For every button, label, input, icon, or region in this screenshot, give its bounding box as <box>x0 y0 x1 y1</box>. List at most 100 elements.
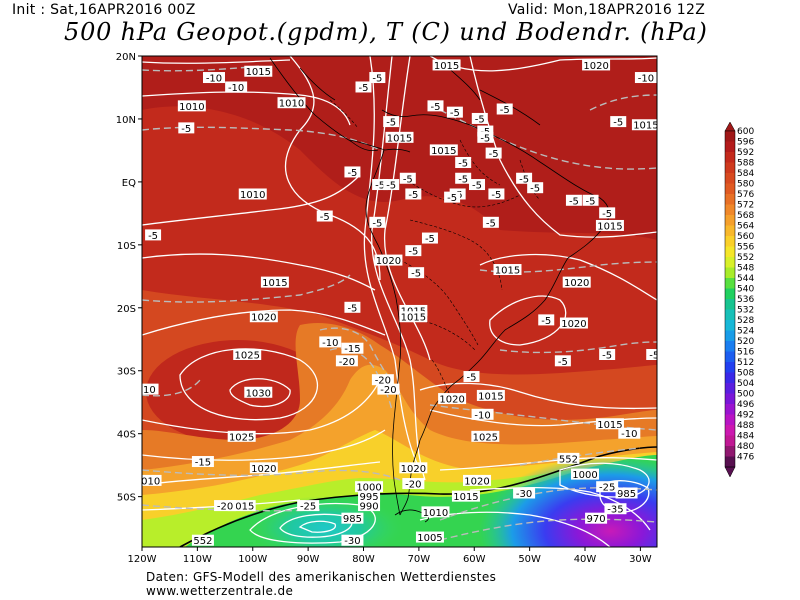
temperature-label-text: -10 <box>139 385 155 396</box>
pressure-label-text: 1015 <box>478 391 503 402</box>
colorbar-label: 552 <box>737 253 754 263</box>
pressure-label: 1000 <box>355 481 384 494</box>
pressure-label-text: 1000 <box>356 483 381 494</box>
pressure-label-text: 985 <box>343 514 362 525</box>
pressure-label: 1020 <box>374 254 403 267</box>
pressure-label: 1010 <box>277 97 306 110</box>
pressure-label-text: 1015 <box>597 420 622 431</box>
latitude-axis: 20N 10N EQ 10S 20S 30S 40S 50S <box>116 52 142 504</box>
temperature-label: -5 <box>610 116 627 129</box>
pressure-label-text: 990 <box>359 502 378 513</box>
temperature-label: -20 <box>214 500 237 513</box>
temperature-label-text: -5 <box>375 181 385 192</box>
pressure-label: 1020 <box>249 311 278 324</box>
colorbar-swatch <box>725 183 735 195</box>
colorbar-label: 600 <box>737 127 754 137</box>
temperature-label-text: -25 <box>599 483 615 494</box>
temperature-label: -35 <box>604 503 627 516</box>
temperature-label-text: -20 <box>339 357 355 368</box>
colorbar-label: 588 <box>737 159 754 169</box>
lon-tick-label: 100W <box>238 554 267 565</box>
temperature-label-text: -30 <box>516 489 532 500</box>
colorbar-label: 488 <box>737 421 754 431</box>
temperature-label: -5 <box>554 355 571 368</box>
pressure-label: 985 <box>341 512 364 525</box>
pressure-label-text: 1030 <box>246 388 271 399</box>
temperature-label: -5 <box>582 194 599 207</box>
pressure-label: 1015 <box>476 389 505 402</box>
temperature-label-text: -5 <box>602 351 612 362</box>
pressure-label: 1010 <box>135 474 162 487</box>
pressure-label: 1020 <box>559 317 588 330</box>
pressure-label: 1010 <box>421 506 450 519</box>
colorbar-swatch <box>725 173 735 184</box>
colorbar-swatch <box>725 372 735 384</box>
website-link[interactable]: www.wetterzentrale.de <box>146 584 294 598</box>
map-area: 1015 1010 1010 1015 1020 1015 1015 1015 1010 1015… <box>135 56 657 547</box>
lat-tick-label: EQ <box>122 178 136 189</box>
temperature-label-text: -15 <box>195 458 211 469</box>
temperature-label: -5 <box>485 147 502 160</box>
pressure-label-text: 1020 <box>464 476 489 487</box>
colorbar-swatch <box>725 299 735 310</box>
temperature-label: -20 <box>335 355 358 368</box>
temperature-label-text: -10 <box>621 429 637 440</box>
temperature-label-text: -5 <box>403 174 413 185</box>
temperature-label-text: -10 <box>638 74 654 85</box>
temperature-label-text: -5 <box>613 118 623 129</box>
lon-tick-label: 70W <box>408 554 431 565</box>
temperature-label: -20 <box>377 383 400 396</box>
temperature-label: -5 <box>399 172 416 185</box>
temperature-label-text: -5 <box>372 218 382 229</box>
temperature-label: -5 <box>488 188 505 201</box>
colorbar-label: 592 <box>737 148 754 158</box>
pressure-label: 1015 <box>631 119 657 132</box>
pressure-label: 1015 <box>429 144 458 157</box>
pressure-label: 1020 <box>582 59 611 72</box>
temperature-label-text: -20 <box>405 480 421 491</box>
temperature-label-text: -5 <box>586 196 596 207</box>
temperature-label-text: -5 <box>466 373 476 384</box>
pressure-label-text: 1020 <box>439 395 464 406</box>
lon-tick-label: 120W <box>128 554 157 565</box>
pressure-label: 1015 <box>432 59 461 72</box>
pressure-label: 1020 <box>249 462 278 475</box>
temperature-label-text: -5 <box>558 357 568 368</box>
colorbar-swatch <box>725 288 735 300</box>
pressure-label: 1015 <box>385 131 414 144</box>
colorbar-cap-bottom <box>724 466 736 478</box>
temperature-label-text: -35 <box>607 505 623 516</box>
temperature-label: -15 <box>191 456 214 469</box>
temperature-label: -30 <box>341 534 364 547</box>
temperature-label: -5 <box>565 194 582 207</box>
lon-tick-label: 110W <box>183 554 212 565</box>
colorbar-swatch <box>725 435 735 447</box>
temperature-label-text: -5 <box>411 269 421 280</box>
pressure-label: 990 <box>358 500 381 513</box>
temperature-label: -5 <box>469 179 486 192</box>
pressure-label-text: 1010 <box>135 476 160 487</box>
temperature-label: -5 <box>599 349 616 362</box>
temperature-label-text: -5 <box>602 209 612 220</box>
temperature-label-text: -20 <box>380 385 396 396</box>
pressure-label-text: 1020 <box>564 278 589 289</box>
temperature-label: -30 <box>513 487 536 500</box>
pressure-label-layer: 1015 1010 1010 1015 1020 1015 1015 1015 1010 1015… <box>135 59 657 544</box>
colorbar-swatch <box>725 215 735 226</box>
colorbar-label: 572 <box>737 201 754 211</box>
pressure-label: 1020 <box>438 393 467 406</box>
colorbar-swatch <box>725 194 735 205</box>
height-contour-552 <box>179 446 657 547</box>
pressure-label-text: 1015 <box>229 502 254 513</box>
temperature-label-text: -5 <box>386 118 396 129</box>
pressure-label: 1025 <box>233 349 262 362</box>
pressure-label-text: 1015 <box>387 133 412 144</box>
temperature-label: -5 <box>383 116 400 129</box>
temperature-label-text: -5 <box>425 234 435 245</box>
pressure-label: 1015 <box>451 490 480 503</box>
height-label: 552 <box>191 534 214 547</box>
temperature-label-text: -5 <box>569 196 579 207</box>
temperature-label-text: -5 <box>491 190 501 201</box>
isobars <box>142 56 657 547</box>
pressure-label-text: 1015 <box>246 67 271 78</box>
